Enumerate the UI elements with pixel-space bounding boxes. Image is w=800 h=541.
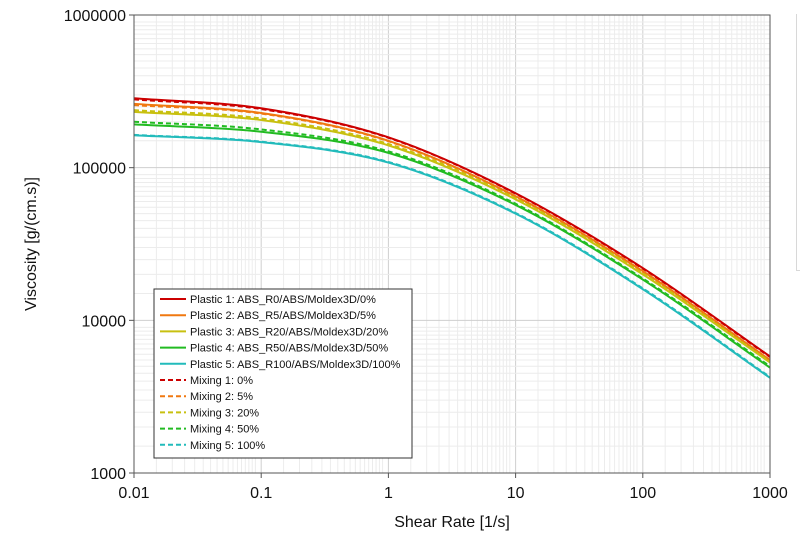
series-line-3 xyxy=(133,110,771,364)
x-tick-label: 1 xyxy=(384,485,393,502)
x-tick-label: 0.1 xyxy=(250,485,272,502)
legend-entry: Plastic 5: ABS_R100/ABS/Moldex3D/100% xyxy=(190,359,401,371)
x-tick-label: 100 xyxy=(629,485,656,502)
legend-entry: Mixing 4: 50% xyxy=(190,424,259,436)
legend-entry: Mixing 1: 0% xyxy=(190,375,253,387)
legend: Plastic 1: ABS_R0/ABS/Moldex3D/0% Plastic… xyxy=(153,288,413,459)
legend-entry: Plastic 2: ABS_R5/ABS/Moldex3D/5% xyxy=(190,310,376,322)
legend-entry: Mixing 3: 20% xyxy=(190,407,259,419)
legend-entry: Plastic 1: ABS_R0/ABS/Moldex3D/0% xyxy=(190,294,376,306)
y-axis-title: Viscosity [g/(cm.s)] xyxy=(23,177,40,311)
y-tick-label: 10000 xyxy=(82,313,127,330)
series-line-8 xyxy=(133,109,771,363)
y-axis: 1000 10000 100000 1000000 xyxy=(64,8,134,483)
x-axis-title: Shear Rate [1/s] xyxy=(394,514,510,531)
legend-entry: Plastic 4: ABS_R50/ABS/Moldex3D/50% xyxy=(190,343,388,355)
x-tick-label: 1000 xyxy=(752,485,788,502)
x-tick-label: 10 xyxy=(507,485,525,502)
side-panel-edge xyxy=(796,14,800,271)
x-axis: 0.01 0.1 1 10 100 1000 xyxy=(118,473,788,502)
series-line-10 xyxy=(133,133,771,378)
series-line-7 xyxy=(133,104,771,362)
series-line-6 xyxy=(133,98,771,358)
y-tick-label: 1000 xyxy=(90,466,126,483)
legend-entry: Mixing 2: 5% xyxy=(190,391,253,403)
series-line-4 xyxy=(133,123,771,369)
legend-entry: Plastic 3: ABS_R20/ABS/Moldex3D/20% xyxy=(190,326,388,338)
legend-entry: Mixing 5: 100% xyxy=(190,440,265,452)
legend-box xyxy=(153,288,413,459)
series-line-9 xyxy=(133,120,771,368)
y-tick-label: 100000 xyxy=(73,161,126,178)
x-tick-label: 0.01 xyxy=(118,485,149,502)
series-layer xyxy=(133,97,771,379)
plot-frame xyxy=(133,14,771,474)
y-tick-label: 1000000 xyxy=(64,8,126,25)
